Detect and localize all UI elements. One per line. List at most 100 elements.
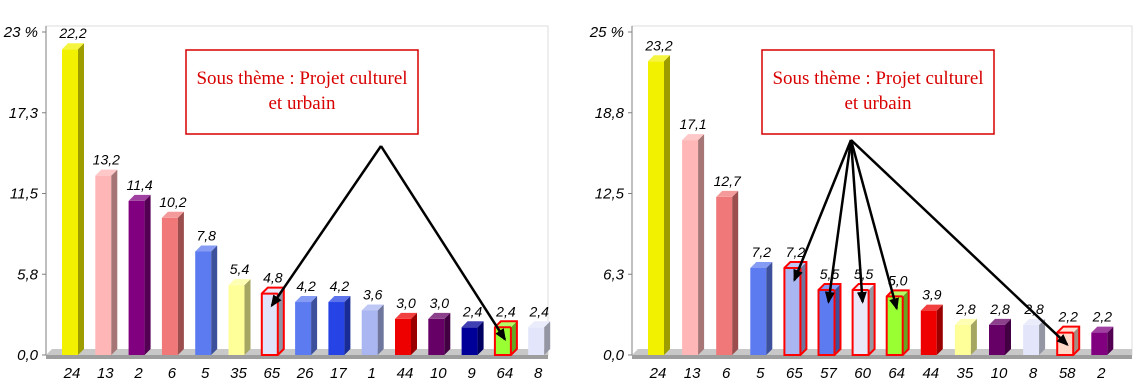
chart-right-svg: 0,06,312,518,825 %23,22417,11312,767,257… bbox=[589, 24, 1133, 382]
left-bar-side bbox=[444, 312, 451, 355]
right-annotation-arrow bbox=[793, 139, 853, 282]
left-annotation-arrow bbox=[379, 145, 506, 341]
right-bar-side bbox=[834, 283, 841, 355]
left-value-label: 3,6 bbox=[363, 286, 383, 302]
left-value-label: 2,4 bbox=[462, 303, 483, 319]
right-value-label: 5,5 bbox=[820, 266, 840, 282]
right-value-label: 5,5 bbox=[854, 266, 874, 282]
left-bar bbox=[161, 211, 184, 355]
left-bar-top bbox=[528, 321, 551, 328]
left-value-label: 7,8 bbox=[196, 227, 216, 243]
chart-left-svg: 0,0 5,8 11,5 17,3 23 % 22,2 24 13,2 13 11,4 2 10,2 6… bbox=[3, 24, 551, 382]
right-bar bbox=[783, 260, 808, 356]
left-bar-front bbox=[161, 217, 178, 355]
right-bar-top bbox=[1023, 318, 1046, 325]
left-bar-side bbox=[244, 279, 251, 355]
right-bar bbox=[716, 190, 739, 355]
left-bar-top bbox=[228, 279, 251, 286]
right-bar-side bbox=[1039, 318, 1046, 355]
right-bar-top bbox=[989, 318, 1011, 325]
right-category-label: 60 bbox=[854, 365, 871, 382]
left-category-label: 5 bbox=[201, 365, 210, 382]
left-bar bbox=[328, 296, 351, 355]
left-ytick-label: 11,5 bbox=[10, 186, 39, 203]
right-bar-side bbox=[902, 290, 909, 355]
right-value-label: 12,7 bbox=[714, 173, 742, 189]
right-bar-front bbox=[648, 61, 664, 355]
left-value-label: 3,0 bbox=[430, 295, 450, 311]
right-bar-top bbox=[1091, 326, 1114, 333]
right-annotation-text: Sous thème : Projet culturel bbox=[772, 68, 983, 89]
left-value-label: 3,0 bbox=[396, 295, 416, 311]
right-bar-front bbox=[989, 324, 1005, 355]
left-bar-front bbox=[62, 49, 78, 356]
left-value-label: 11,4 bbox=[126, 177, 152, 193]
left-bar-front bbox=[361, 310, 378, 355]
chart-left: 0,0 5,8 11,5 17,3 23 % 22,2 24 13,2 13 11,4 2 10,2 6… bbox=[0, 0, 565, 385]
right-value-label: 2,2 bbox=[1092, 309, 1113, 325]
left-bar-top bbox=[461, 321, 484, 328]
left-bar-side bbox=[111, 169, 118, 355]
right-bar-side bbox=[732, 190, 739, 355]
right-ytick-label: 0,0 bbox=[603, 347, 625, 364]
right-bar bbox=[885, 289, 910, 356]
left-bar-front bbox=[395, 318, 411, 355]
left-bar bbox=[95, 169, 118, 355]
left-category-label: 9 bbox=[467, 365, 476, 382]
right-ytick-label: 18,8 bbox=[595, 105, 625, 122]
left-category-label: 26 bbox=[296, 365, 314, 382]
left-category-label: 2 bbox=[133, 365, 143, 382]
left-value-label: 2,4 bbox=[528, 303, 549, 319]
left-bar-side bbox=[311, 296, 318, 355]
left-bar-side bbox=[477, 321, 484, 355]
right-bar-side bbox=[800, 261, 807, 355]
right-bar-front bbox=[954, 324, 971, 355]
right-value-label: 7,2 bbox=[752, 244, 772, 260]
right-bar-side bbox=[766, 261, 773, 355]
right-category-label: 65 bbox=[786, 365, 803, 382]
left-bar bbox=[128, 194, 151, 355]
right-bar bbox=[750, 261, 773, 355]
left-value-label: 10,2 bbox=[159, 194, 186, 210]
right-bar bbox=[851, 282, 876, 356]
left-bar-front bbox=[295, 302, 312, 355]
right-bar-front bbox=[716, 196, 733, 355]
left-bar bbox=[260, 286, 285, 356]
right-bar-side bbox=[664, 55, 670, 355]
left-bar bbox=[228, 279, 251, 355]
left-bar-front bbox=[461, 327, 478, 355]
right-category-label: 10 bbox=[991, 365, 1008, 382]
right-annotation-arrow bbox=[849, 139, 899, 311]
left-bar-side bbox=[344, 296, 351, 355]
right-bar-front bbox=[1023, 324, 1040, 355]
right-value-label: 5,0 bbox=[888, 272, 908, 288]
left-category-label: 35 bbox=[230, 365, 247, 382]
left-ytick-label: 17,3 bbox=[9, 105, 39, 122]
left-value-label: 2,4 bbox=[495, 303, 516, 319]
left-category-label: 17 bbox=[330, 365, 347, 382]
left-bar bbox=[195, 245, 218, 355]
right-bar bbox=[1091, 326, 1114, 355]
left-value-label: 13,2 bbox=[93, 152, 120, 168]
left-bar bbox=[428, 312, 451, 355]
right-bar-front bbox=[1091, 332, 1108, 355]
right-annotation-arrow bbox=[849, 139, 867, 304]
right-ytick-label: 25 % bbox=[589, 24, 624, 41]
left-value-label: 22,2 bbox=[58, 25, 86, 41]
left-bar bbox=[493, 320, 518, 356]
left-ytick-label: 0,0 bbox=[17, 347, 39, 364]
left-bar-front bbox=[128, 200, 145, 355]
left-bar-top bbox=[62, 43, 84, 50]
left-category-label: 24 bbox=[63, 365, 81, 382]
left-bar bbox=[361, 304, 384, 355]
right-bar-side bbox=[1107, 326, 1114, 355]
right-bar-front bbox=[784, 267, 801, 355]
left-ytick-label: 23 % bbox=[3, 24, 38, 41]
right-ytick-label: 6,3 bbox=[603, 266, 625, 283]
right-category-label: 13 bbox=[684, 365, 701, 382]
left-bar-side bbox=[377, 304, 384, 355]
right-bar-side bbox=[936, 304, 943, 355]
right-bar-side bbox=[970, 318, 977, 355]
left-bar-side bbox=[211, 245, 218, 355]
left-bar-front bbox=[428, 318, 445, 355]
